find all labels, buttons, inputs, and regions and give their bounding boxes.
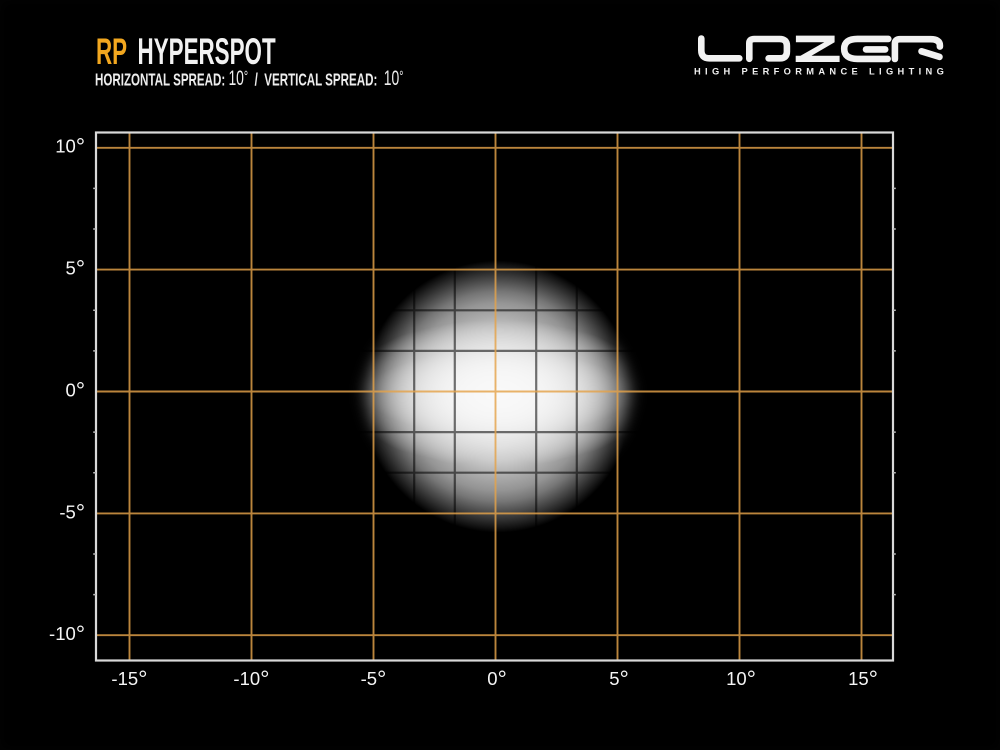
- svg-text:5°: 5°: [609, 666, 629, 692]
- svg-text:-5°: -5°: [59, 499, 85, 525]
- svg-text:-5°: -5°: [361, 666, 387, 692]
- svg-text:10°: 10°: [726, 666, 756, 692]
- svg-text:HIGH PERFORMANCE LIGHTING: HIGH PERFORMANCE LIGHTING: [694, 67, 947, 77]
- svg-text:15°: 15°: [848, 666, 878, 692]
- svg-text:-10°: -10°: [49, 621, 85, 647]
- svg-text:10°: 10°: [55, 134, 85, 160]
- svg-text:0°: 0°: [487, 666, 507, 692]
- svg-text:0°: 0°: [65, 377, 85, 403]
- svg-text:5°: 5°: [65, 256, 85, 282]
- svg-text:-10°: -10°: [233, 666, 269, 692]
- svg-text:-15°: -15°: [111, 666, 147, 692]
